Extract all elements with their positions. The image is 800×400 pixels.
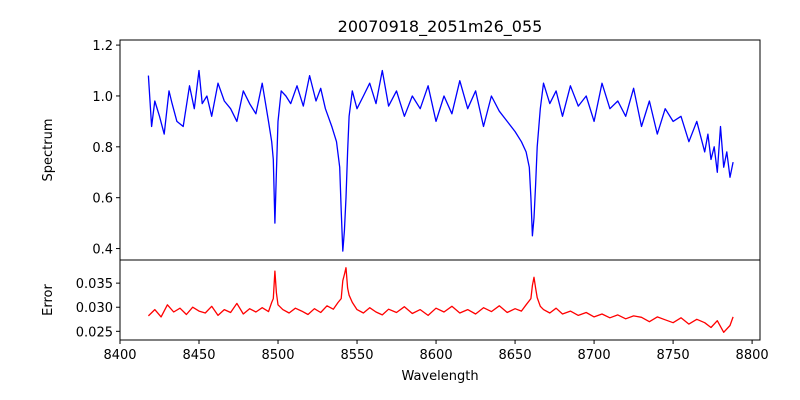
x-tick-label: 8800 bbox=[736, 348, 769, 363]
error-axes-frame bbox=[119, 259, 761, 341]
spectrum-axes-frame bbox=[119, 39, 761, 261]
x-ticks: 8400 8450 8500 8550 8600 8650 8700 8750 8800 bbox=[103, 340, 769, 363]
y-tick-label: 0.025 bbox=[76, 325, 113, 340]
series-line bbox=[147, 267, 734, 333]
error-panel: Error 0.025 0.030 0.035 bbox=[41, 259, 761, 341]
spectrum-panel: Spectrum 0.4 0.6 0.8 1.0 1.2 bbox=[41, 39, 761, 261]
x-tick-label: 8700 bbox=[578, 348, 611, 363]
x-tick-label: 8450 bbox=[182, 348, 215, 363]
x-tick-label: 8750 bbox=[657, 348, 690, 363]
y-tick-label: 0.6 bbox=[92, 192, 113, 207]
chart-title: 20070918_2051m26_055 bbox=[338, 17, 543, 37]
series-line bbox=[147, 69, 734, 252]
y-ticks-error: 0.025 0.030 0.035 bbox=[76, 277, 120, 340]
x-tick-label: 8550 bbox=[340, 348, 373, 363]
y-tick-label: 0.8 bbox=[92, 141, 113, 156]
error-series bbox=[147, 267, 734, 333]
y-ticks-spectrum: 0.4 0.6 0.8 1.0 1.2 bbox=[92, 39, 120, 258]
y-axis-label-spectrum: Spectrum bbox=[41, 119, 56, 182]
x-axis-label: Wavelength bbox=[401, 369, 478, 384]
x-tick-label: 8650 bbox=[499, 348, 532, 363]
y-tick-label: 0.4 bbox=[92, 243, 113, 258]
y-tick-label: 0.035 bbox=[76, 277, 113, 292]
y-tick-label: 1.0 bbox=[92, 90, 113, 105]
y-tick-label: 1.2 bbox=[92, 39, 113, 54]
x-tick-label: 8400 bbox=[103, 348, 136, 363]
spectrum-series bbox=[147, 69, 734, 252]
x-tick-label: 8500 bbox=[261, 348, 294, 363]
y-tick-label: 0.030 bbox=[76, 301, 113, 316]
x-tick-label: 8600 bbox=[420, 348, 453, 363]
y-axis-label-error: Error bbox=[41, 284, 56, 316]
